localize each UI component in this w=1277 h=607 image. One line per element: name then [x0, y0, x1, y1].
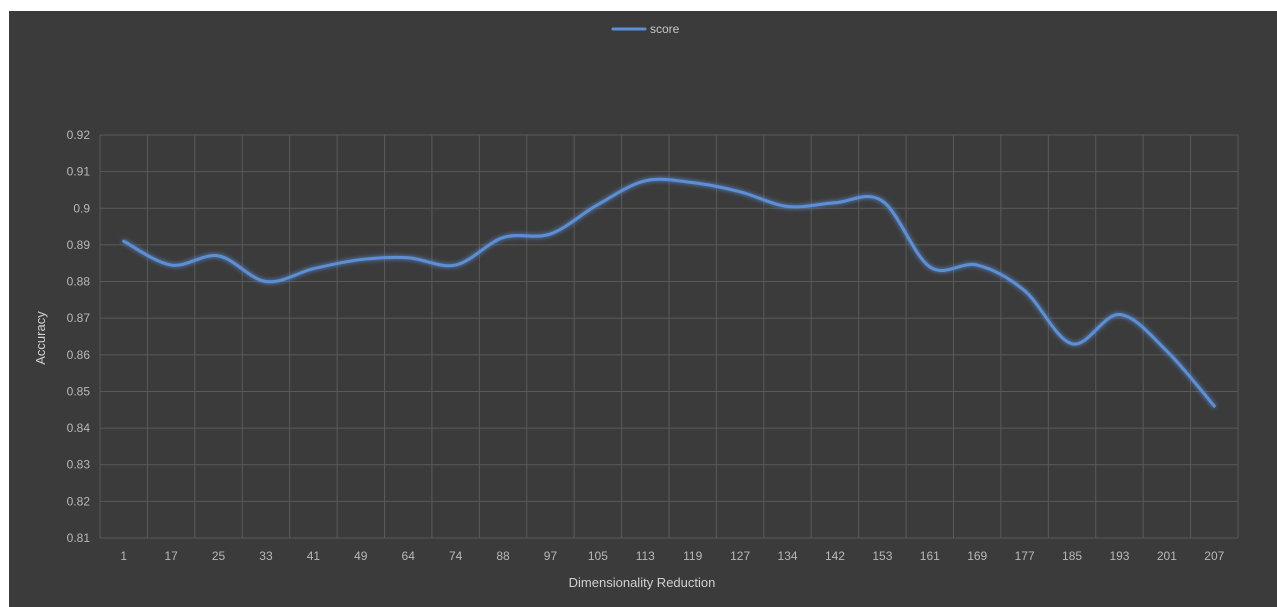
y-axis-ticks: 0.81 0.82 0.83 0.84 0.85 0.86 0.87 0.88 0.89 0.9 0… — [67, 128, 91, 545]
x-tick-label: 134 — [778, 549, 798, 563]
x-tick-label: 185 — [1062, 549, 1082, 563]
x-tick-label: 97 — [544, 549, 558, 563]
x-tick-label: 105 — [588, 549, 608, 563]
legend-label: score — [650, 22, 680, 36]
x-tick-label: 127 — [730, 549, 750, 563]
x-tick-label: 49 — [354, 549, 368, 563]
x-tick-label: 119 — [683, 549, 702, 563]
x-tick-label: 1 — [120, 549, 127, 563]
chart-area — [9, 11, 1277, 607]
x-tick-label: 17 — [164, 549, 178, 563]
series-line-score — [122, 177, 1216, 408]
y-tick-label: 0.89 — [67, 238, 91, 252]
y-tick-label: 0.84 — [67, 421, 91, 435]
y-tick-label: 0.85 — [67, 384, 91, 398]
grid — [99, 134, 1239, 539]
x-tick-label: 193 — [1109, 549, 1129, 563]
x-tick-label: 169 — [967, 549, 987, 563]
x-tick-label: 177 — [1015, 549, 1035, 563]
x-tick-label: 142 — [825, 549, 845, 563]
y-tick-label: 0.9 — [73, 201, 90, 215]
x-tick-label: 201 — [1157, 549, 1177, 563]
y-tick-label: 0.83 — [67, 458, 91, 472]
x-axis-ticks: 1 17 25 33 41 49 64 74 88 97 105 113 119 127 134 142 153… — [120, 549, 1224, 563]
x-tick-label: 161 — [920, 549, 940, 563]
y-tick-label: 0.82 — [67, 494, 91, 508]
x-tick-label: 25 — [212, 549, 226, 563]
series-layer — [122, 177, 1216, 408]
y-axis-title: Accuracy — [33, 311, 48, 365]
x-tick-label: 64 — [402, 549, 416, 563]
y-tick-label: 0.87 — [67, 311, 91, 325]
x-tick-label: 33 — [259, 549, 273, 563]
y-tick-label: 0.92 — [67, 128, 91, 142]
x-tick-label: 88 — [496, 549, 510, 563]
y-tick-label: 0.88 — [67, 275, 91, 289]
x-tick-label: 113 — [636, 549, 655, 563]
x-tick-label: 74 — [449, 549, 463, 563]
x-tick-label: 41 — [307, 549, 321, 563]
x-axis-title: Dimensionality Reduction — [569, 575, 716, 590]
x-tick-label: 207 — [1204, 549, 1224, 563]
y-tick-label: 0.86 — [67, 348, 91, 362]
y-tick-label: 0.91 — [67, 165, 91, 179]
y-tick-label: 0.81 — [67, 531, 91, 545]
legend: score — [611, 22, 680, 36]
x-tick-label: 153 — [872, 549, 892, 563]
